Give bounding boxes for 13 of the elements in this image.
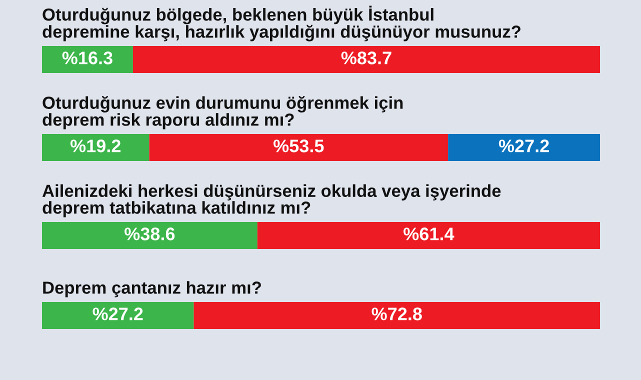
data-label: %53.5 xyxy=(274,140,324,152)
data-label: %16.3 xyxy=(62,52,112,64)
chart-title: Oturduğunuz bölgede, beklenen büyük İstanbul depremine karşı, hazırlık yapıldığını düşünüyor musunuz? xyxy=(42,6,520,42)
chart-title: Oturduğunuz evin durumunu öğrenmek için deprem risk raporu aldınız mı? xyxy=(42,96,403,130)
data-label: %83.7 xyxy=(341,52,392,64)
chart-title: Deprem çantanız hazır mı? xyxy=(43,281,261,298)
data-label: %19.2 xyxy=(70,140,120,152)
data-label: %27.2 xyxy=(92,308,143,320)
data-label: %27.2 xyxy=(498,140,549,152)
data-label: %72.8 xyxy=(372,308,422,320)
data-label: %38.6 xyxy=(124,228,175,240)
chart-title: Ailenizdeki herkesi düşünürseniz okulda veya işyerinde deprem tatbikatına katıldınız mı? xyxy=(42,184,501,218)
data-label: %61.4 xyxy=(404,228,454,240)
